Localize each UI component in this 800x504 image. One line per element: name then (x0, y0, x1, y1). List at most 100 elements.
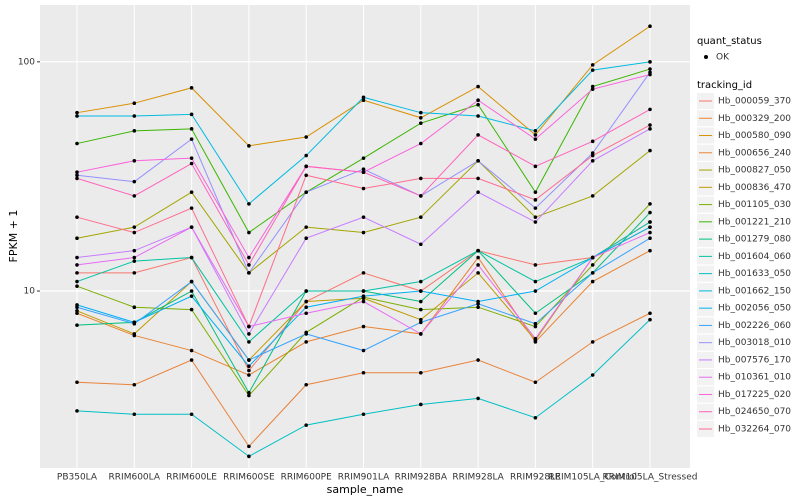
legend-label: Hb_000059_370 (718, 97, 791, 107)
data-point (648, 225, 652, 229)
data-point (419, 332, 423, 336)
legend-title: tracking_id (697, 80, 752, 91)
data-point (361, 299, 366, 304)
data-point (648, 236, 652, 241)
data-point (419, 299, 423, 304)
data-point (304, 340, 309, 344)
data-point (648, 123, 652, 127)
data-point (476, 102, 480, 107)
data-point (590, 63, 595, 67)
data-point (189, 279, 194, 284)
legend-label: Hb_000580_090 (718, 131, 791, 141)
data-point (648, 317, 652, 322)
data-point (419, 279, 423, 284)
data-point (590, 87, 595, 91)
data-point (419, 121, 423, 125)
x-tick-label: RRIM928BA (395, 473, 448, 483)
data-point (476, 190, 480, 194)
data-point (189, 112, 194, 117)
data-point (590, 68, 595, 72)
data-point (533, 289, 538, 293)
data-point (590, 263, 595, 267)
data-point (476, 248, 480, 253)
data-point (533, 324, 538, 329)
data-point (75, 110, 79, 115)
data-point (590, 159, 595, 163)
data-point (361, 230, 366, 235)
data-point (132, 332, 137, 336)
data-point (132, 230, 137, 235)
data-point (75, 170, 79, 174)
data-point (361, 167, 366, 172)
data-point (361, 324, 366, 329)
data-point (75, 255, 79, 260)
x-axis-title: sample_name (327, 483, 404, 496)
data-point (132, 101, 137, 105)
data-point (75, 305, 79, 310)
x-tick-label: RRIM600PE (281, 473, 333, 483)
data-point (132, 159, 137, 163)
data-point (648, 67, 652, 71)
data-point (533, 311, 538, 316)
data-point (419, 289, 423, 293)
data-point (590, 139, 595, 144)
data-point (304, 190, 309, 194)
data-point (132, 248, 137, 253)
data-point (247, 454, 251, 459)
data-point (189, 86, 194, 90)
x-tick-label: RRIM105LA_Stressed (603, 473, 698, 483)
data-point (132, 259, 137, 263)
data-point (132, 194, 137, 198)
data-point (189, 161, 194, 166)
data-point (75, 308, 79, 313)
data-point (419, 317, 423, 322)
data-point (75, 176, 79, 181)
data-point (75, 114, 79, 118)
data-point (189, 348, 194, 353)
data-point (361, 370, 366, 375)
data-point (476, 84, 480, 89)
data-point (648, 107, 652, 112)
data-point (648, 210, 652, 215)
data-point (590, 194, 595, 198)
legend-label: Hb_000329_200 (718, 114, 791, 124)
data-point (75, 173, 79, 178)
data-point (476, 98, 480, 103)
data-point (247, 393, 251, 398)
data-point (361, 215, 366, 219)
data-point (75, 263, 79, 267)
data-point (132, 305, 137, 310)
data-point (189, 358, 194, 362)
data-point (247, 230, 251, 235)
x-tick-label: PB350LA (57, 473, 98, 483)
data-point (75, 380, 79, 385)
data-point (304, 289, 309, 293)
data-point (247, 332, 251, 336)
data-point (476, 301, 480, 306)
data-point (247, 368, 251, 373)
data-point (419, 320, 423, 325)
data-point (75, 215, 79, 219)
data-point (189, 289, 194, 293)
x-tick-label: RRIM901LA (338, 473, 390, 483)
data-point (247, 324, 251, 329)
data-point (533, 137, 538, 141)
data-point (419, 141, 423, 146)
data-point (419, 242, 423, 247)
legend-label: Hb_010361_010 (718, 373, 791, 383)
data-point (132, 271, 137, 275)
data-point (75, 284, 79, 288)
data-point (419, 307, 423, 312)
data-point (533, 263, 538, 267)
data-point (304, 135, 309, 139)
data-point (476, 305, 480, 310)
data-point (247, 390, 251, 395)
legend-title: quant_status (697, 36, 762, 47)
legend-label: Hb_001633_050 (718, 269, 791, 279)
legend-label: Hb_000836_470 (718, 183, 791, 193)
data-point (476, 133, 480, 137)
data-point (361, 95, 366, 100)
data-point (476, 114, 480, 118)
data-point (75, 279, 79, 284)
data-point (304, 153, 309, 158)
